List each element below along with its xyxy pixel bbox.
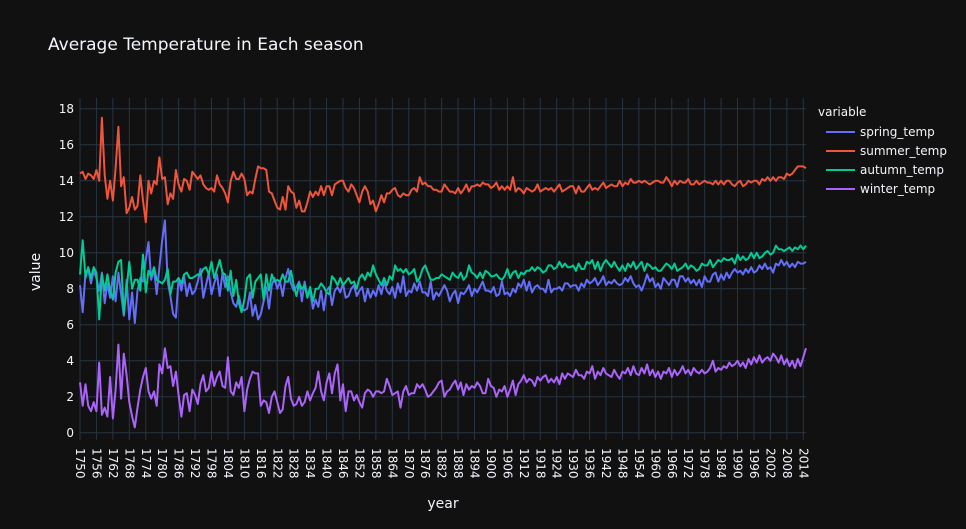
- x-tick-label: 1828: [287, 448, 301, 479]
- x-tick-label: 1756: [89, 448, 103, 479]
- x-tick-label: 1996: [747, 448, 761, 479]
- x-tick-label: 1870: [402, 448, 416, 479]
- x-tick-label: 1966: [665, 448, 679, 479]
- x-tick-label: 1918: [533, 448, 547, 479]
- x-tick-label: 1846: [336, 448, 350, 479]
- x-tick-label: 1768: [122, 448, 136, 479]
- x-tick-label: 1930: [566, 448, 580, 479]
- x-tick-label: 1936: [583, 448, 597, 479]
- x-tick-label: 1864: [385, 448, 399, 479]
- series-line-winter-temp: [79, 343, 807, 429]
- y-tick-label: 12: [59, 210, 74, 224]
- x-tick-label: 1900: [484, 448, 498, 479]
- series-layer: [79, 116, 807, 429]
- legend-items: spring_temp summer_temp autumn_temp winter_…: [826, 125, 947, 196]
- x-tick-label: 1960: [648, 448, 662, 479]
- x-tick-label: 1990: [731, 448, 745, 479]
- y-tick-label: 16: [59, 138, 74, 152]
- y-tick-label: 4: [66, 354, 74, 368]
- x-tick-label: 2008: [780, 448, 794, 479]
- x-tick-label: 1762: [106, 448, 120, 479]
- x-tick-label: 1786: [172, 448, 186, 479]
- x-tick-label: 2002: [763, 448, 777, 479]
- x-tick-label: 1888: [451, 448, 465, 479]
- x-tick-label: 1834: [303, 448, 317, 479]
- legend-label-spring-temp: spring_temp: [860, 125, 935, 139]
- x-tick-label: 1816: [254, 448, 268, 479]
- x-tick-label: 2014: [796, 448, 810, 479]
- y-tick-label: 14: [59, 174, 74, 188]
- legend-label-summer-temp: summer_temp: [860, 144, 947, 158]
- x-tick-label: 1876: [418, 448, 432, 479]
- legend-label-winter-temp: winter_temp: [860, 182, 935, 196]
- x-tick-label: 1984: [714, 448, 728, 479]
- x-tick-label: 1948: [615, 448, 629, 479]
- x-tick-label: 1906: [500, 448, 514, 479]
- x-tick-label: 1792: [188, 448, 202, 479]
- x-tick-label: 1912: [517, 448, 531, 479]
- x-tick-label: 1780: [155, 448, 169, 479]
- x-tick-label: 1750: [73, 448, 87, 479]
- x-tick-label: 1804: [221, 448, 235, 479]
- x-tick-label: 1774: [139, 448, 153, 479]
- x-tick-label: 1942: [599, 448, 613, 479]
- x-tick-label: 1972: [681, 448, 695, 479]
- x-axis-ticks: 1750 1756 1762 1768 1774 1780 1786 1792 1798 1804…: [73, 448, 810, 479]
- y-tick-label: 0: [66, 426, 74, 440]
- x-tick-label: 1852: [352, 448, 366, 479]
- series-line-summer-temp: [79, 116, 807, 224]
- y-axis-ticks: 0 2 4 6 8 10 12 14 16 18: [59, 102, 74, 440]
- y-tick-label: 2: [66, 390, 74, 404]
- legend-label-autumn-temp: autumn_temp: [860, 163, 944, 177]
- x-tick-label: 1822: [270, 448, 284, 479]
- y-tick-label: 10: [59, 246, 74, 260]
- y-tick-label: 6: [66, 318, 74, 332]
- x-axis-title: year: [427, 496, 458, 512]
- chart-title: Average Temperature in Each season: [48, 35, 364, 55]
- x-tick-label: 1978: [698, 448, 712, 479]
- legend-title: variable: [818, 105, 866, 119]
- x-tick-label: 1954: [632, 448, 646, 479]
- y-axis-title: value: [28, 253, 44, 291]
- x-tick-label: 1882: [435, 448, 449, 479]
- y-tick-label: 8: [66, 282, 74, 296]
- legend: variable spring_temp summer_temp autumn_te…: [818, 105, 947, 196]
- x-tick-label: 1858: [369, 448, 383, 479]
- x-tick-label: 1894: [468, 448, 482, 479]
- y-tick-label: 18: [59, 102, 74, 116]
- series-line-autumn-temp: [79, 239, 807, 321]
- x-tick-label: 1924: [550, 448, 564, 479]
- x-tick-label: 1810: [237, 448, 251, 479]
- x-tick-label: 1840: [320, 448, 334, 479]
- x-tick-label: 1798: [205, 448, 219, 479]
